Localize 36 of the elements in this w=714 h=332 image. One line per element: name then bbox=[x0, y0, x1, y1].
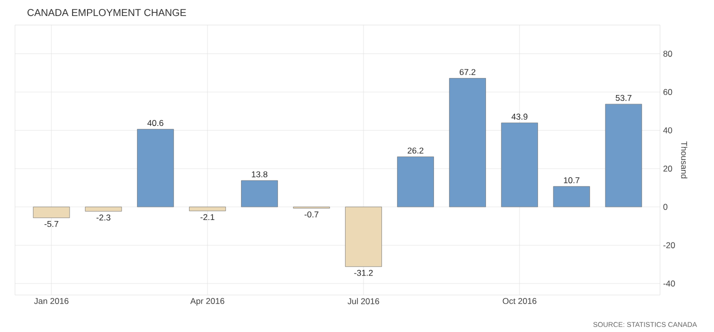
x-tick-label: Jan 2016 bbox=[34, 298, 68, 304]
data-label: -5.7 bbox=[44, 221, 58, 227]
bar bbox=[85, 206, 122, 212]
data-label: -0.7 bbox=[304, 211, 318, 218]
bar bbox=[241, 180, 278, 208]
y-axis-title: Thousand bbox=[681, 141, 688, 178]
data-label: 13.8 bbox=[252, 171, 268, 178]
y-tick-label: 40 bbox=[663, 127, 672, 134]
bar bbox=[137, 128, 174, 208]
data-label: -31.2 bbox=[354, 270, 373, 276]
bar bbox=[33, 206, 70, 218]
y-tick-label: 0 bbox=[663, 204, 668, 210]
data-label: -2.1 bbox=[200, 214, 214, 220]
x-tick-label: Apr 2016 bbox=[190, 298, 224, 306]
y-tick-label: -20 bbox=[663, 242, 675, 248]
bar bbox=[501, 122, 538, 208]
bar bbox=[605, 104, 642, 208]
data-label: -2.3 bbox=[96, 214, 110, 220]
bar bbox=[397, 156, 434, 208]
data-label: 67.2 bbox=[460, 69, 476, 76]
y-tick-label: 60 bbox=[663, 89, 672, 96]
data-label: 10.7 bbox=[564, 177, 580, 184]
x-tick-label: Jul 2016 bbox=[348, 298, 380, 304]
chart-title: CANADA EMPLOYMENT CHANGE bbox=[28, 9, 186, 16]
data-label: 26.2 bbox=[408, 148, 424, 154]
bar bbox=[449, 78, 486, 208]
data-label: 40.6 bbox=[147, 120, 164, 126]
bar bbox=[345, 206, 382, 267]
y-tick-label: 20 bbox=[663, 166, 672, 172]
data-label: 53.7 bbox=[616, 94, 632, 101]
x-tick-label: Oct 2016 bbox=[502, 298, 536, 304]
bar bbox=[553, 186, 590, 208]
y-tick-label: 80 bbox=[663, 50, 672, 57]
data-label: 43.9 bbox=[512, 114, 528, 120]
y-tick-label: -40 bbox=[663, 280, 675, 287]
bar bbox=[189, 206, 226, 212]
